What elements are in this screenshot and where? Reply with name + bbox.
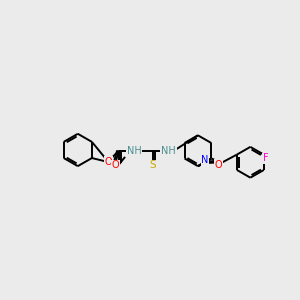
Text: CH₃: CH₃ [126, 150, 139, 156]
Text: NH: NH [161, 146, 176, 156]
Text: O: O [214, 160, 222, 170]
Text: S: S [150, 160, 156, 170]
Text: O: O [104, 157, 112, 166]
Text: N: N [201, 155, 208, 165]
Text: O: O [112, 160, 120, 170]
Text: NH: NH [127, 146, 142, 156]
Text: F: F [262, 153, 268, 164]
